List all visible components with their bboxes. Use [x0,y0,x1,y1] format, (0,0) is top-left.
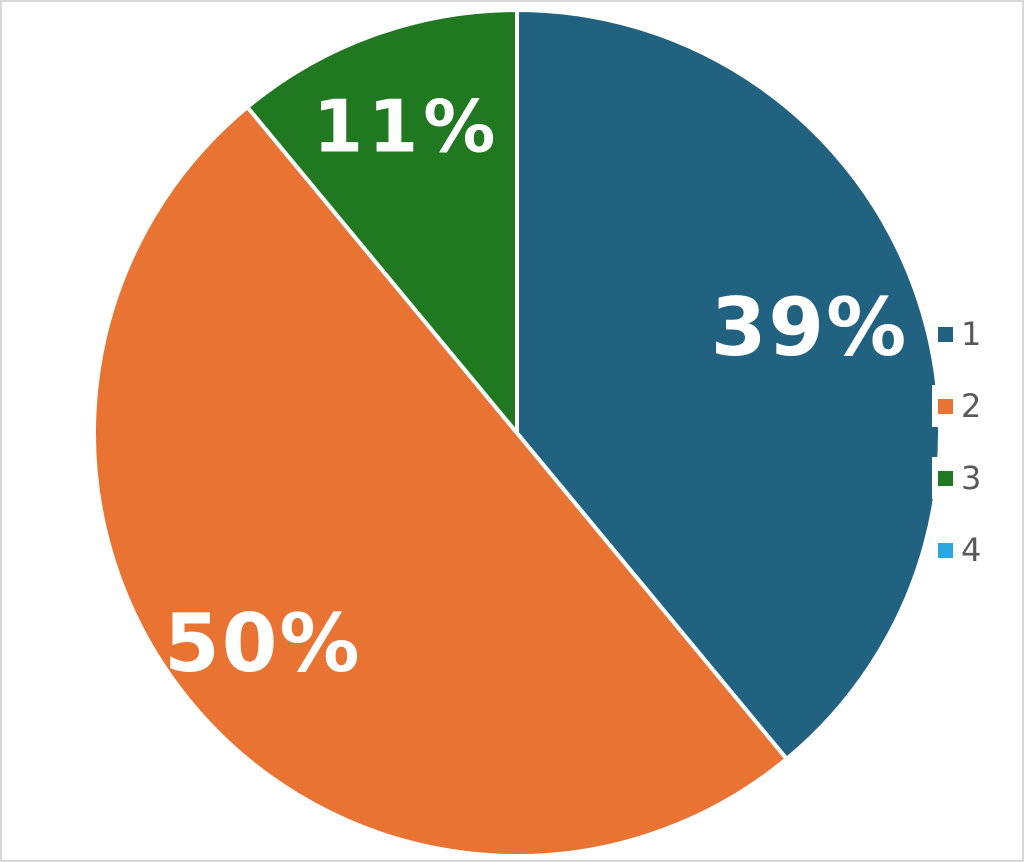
legend-item-1: 1 [932,313,990,355]
pie-slice-2 [92,105,789,858]
legend-swatch-1 [938,326,953,342]
slice-label-2: 50% [164,597,361,690]
legend-swatch-2 [938,398,953,414]
legend-swatch-4 [938,542,953,558]
pie-slice-1 [515,8,942,761]
legend-label-4: 4 [961,531,982,569]
slice-label-1: 39% [711,281,908,374]
legend-swatch-3 [938,470,953,486]
chart-legend: 1 2 3 4 [932,313,990,571]
pie-slice-3 [245,8,519,435]
legend-label-3: 3 [961,459,982,497]
legend-item-2: 2 [932,385,990,427]
legend-item-3: 3 [932,457,990,499]
slice-label-3: 11% [313,85,500,169]
legend-label-2: 2 [961,387,982,425]
legend-item-4: 4 [932,529,990,571]
legend-label-1: 1 [961,315,982,353]
